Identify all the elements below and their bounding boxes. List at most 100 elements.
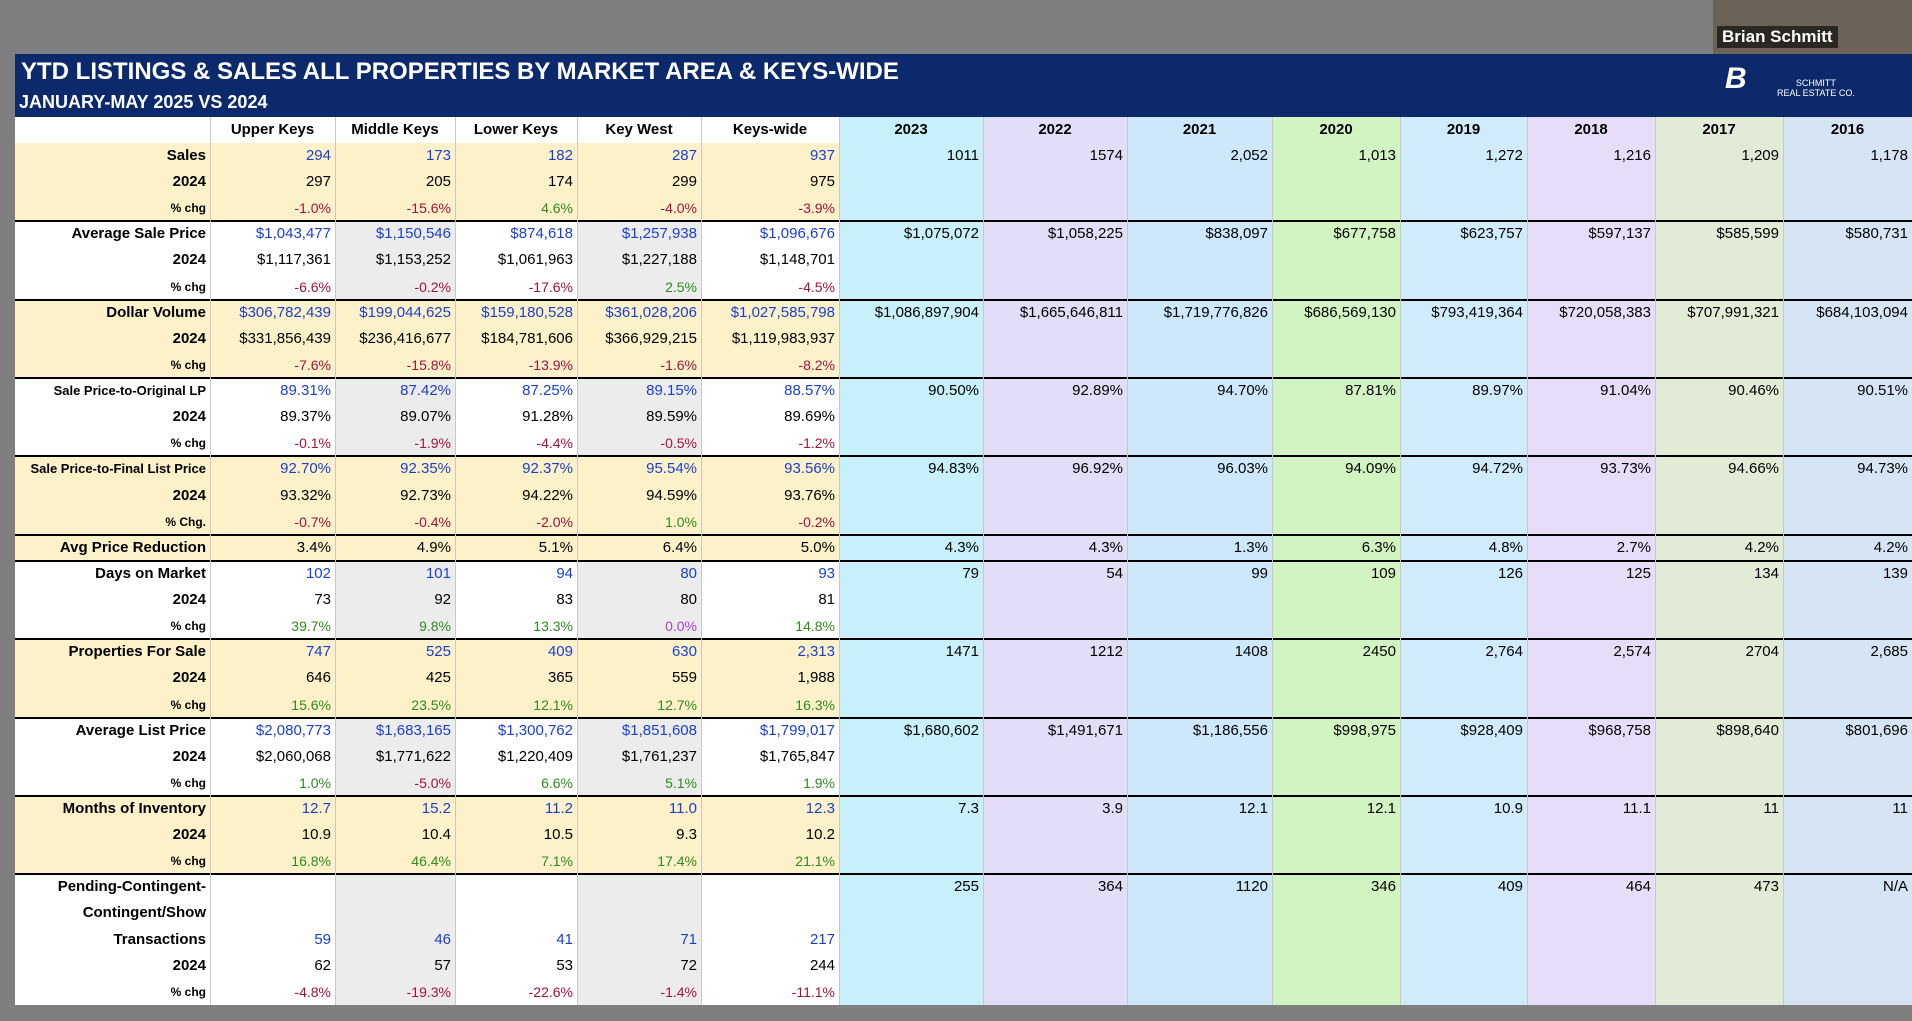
group-bg bbox=[335, 796, 455, 875]
column-divider bbox=[335, 117, 336, 1005]
row-label: Dollar Volume bbox=[106, 303, 206, 321]
history-cell: 109 bbox=[1370, 564, 1396, 582]
history-cell: $1,086,897,904 bbox=[874, 303, 979, 321]
group-bg bbox=[15, 221, 210, 300]
history-cell: 1,216 bbox=[1613, 147, 1651, 164]
history-cell: 4.2% bbox=[1873, 538, 1908, 556]
value-cell: -0.2% bbox=[414, 278, 451, 295]
group-bg bbox=[701, 639, 839, 718]
group-bg bbox=[577, 299, 701, 379]
group-separator bbox=[15, 559, 1912, 562]
group-bg bbox=[15, 639, 210, 718]
value-cell: 205 bbox=[425, 173, 451, 191]
column-header: Key West bbox=[605, 121, 673, 138]
history-cell: 2,052 bbox=[1230, 147, 1268, 164]
value-cell: $1,765,847 bbox=[759, 747, 835, 765]
history-cell: $720,058,383 bbox=[1559, 303, 1651, 321]
group-bg bbox=[15, 796, 210, 875]
value-cell: -6.6% bbox=[294, 278, 331, 295]
value-cell: 92.37% bbox=[522, 460, 573, 478]
group-bg bbox=[210, 378, 335, 457]
value-cell: -3.9% bbox=[798, 200, 835, 217]
value-cell: 10.4 bbox=[421, 826, 451, 844]
value-cell: 92.70% bbox=[280, 460, 331, 478]
group-bg bbox=[335, 534, 455, 561]
value-cell: $1,300,762 bbox=[497, 721, 573, 739]
history-cell: 1471 bbox=[945, 643, 979, 661]
group-bg bbox=[701, 143, 839, 222]
value-cell: 409 bbox=[547, 643, 573, 661]
row-label: 2024 bbox=[172, 747, 206, 765]
group-bg bbox=[335, 639, 455, 718]
group-bg bbox=[210, 299, 335, 379]
row-label: Sale Price-to-Final List Price bbox=[30, 461, 206, 477]
history-cell: $928,409 bbox=[1460, 721, 1523, 739]
value-cell: 91.28% bbox=[522, 408, 573, 426]
value-cell: 17.4% bbox=[657, 853, 697, 870]
history-cell: 7.3 bbox=[958, 800, 979, 817]
value-cell: 1.0% bbox=[665, 513, 697, 530]
value-cell: 93.76% bbox=[784, 486, 835, 504]
value-cell: $2,060,068 bbox=[255, 747, 331, 765]
row-label: % chg bbox=[170, 279, 206, 294]
value-cell: 6.6% bbox=[541, 774, 573, 791]
value-cell: $1,851,608 bbox=[621, 721, 697, 739]
group-bg bbox=[455, 534, 577, 561]
value-cell: 53 bbox=[556, 956, 573, 974]
value-cell: -17.6% bbox=[528, 278, 573, 295]
column-divider bbox=[1127, 117, 1128, 1005]
value-cell: 11.2 bbox=[544, 800, 573, 817]
value-cell: 7.1% bbox=[541, 853, 573, 870]
value-cell: $1,683,165 bbox=[375, 721, 451, 739]
value-cell: 15.6% bbox=[291, 696, 331, 713]
logo-line: SCHMITT bbox=[1795, 78, 1836, 88]
value-cell: 16.3% bbox=[795, 696, 835, 713]
group-separator bbox=[15, 795, 1912, 797]
history-cell: 87.81% bbox=[1345, 382, 1396, 400]
value-cell: 646 bbox=[305, 669, 331, 687]
history-cell: 12.1 bbox=[1366, 800, 1396, 817]
value-cell: 102 bbox=[305, 564, 331, 582]
group-bg bbox=[15, 378, 210, 457]
group-bg bbox=[335, 874, 455, 1005]
history-cell: 96.92% bbox=[1072, 460, 1123, 478]
value-cell: 3.4% bbox=[296, 538, 331, 556]
value-cell: 10.2 bbox=[805, 826, 835, 844]
value-cell: $1,096,676 bbox=[759, 225, 835, 243]
history-cell: 94.83% bbox=[928, 460, 979, 478]
group-bg bbox=[701, 874, 839, 1005]
group-bg bbox=[210, 796, 335, 875]
value-cell: $874,618 bbox=[510, 225, 573, 243]
history-cell: 125 bbox=[1625, 564, 1651, 582]
row-label: % chg bbox=[170, 697, 206, 712]
history-cell: 2450 bbox=[1362, 643, 1396, 661]
row-label: Days on Market bbox=[95, 564, 206, 582]
group-bg bbox=[455, 456, 577, 535]
group-bg bbox=[577, 796, 701, 875]
value-cell: 6.4% bbox=[662, 538, 697, 556]
history-cell: 11.1 bbox=[1622, 800, 1651, 817]
history-cell: 2704 bbox=[1745, 643, 1779, 661]
column-divider bbox=[1783, 117, 1784, 1005]
value-cell: $1,257,938 bbox=[621, 225, 697, 243]
value-cell: $1,799,017 bbox=[759, 721, 835, 739]
history-cell: $597,137 bbox=[1588, 225, 1651, 243]
history-cell: 79 bbox=[962, 564, 979, 582]
group-bg bbox=[577, 560, 701, 640]
value-cell: -0.5% bbox=[660, 435, 697, 452]
value-cell: 174 bbox=[547, 173, 573, 191]
history-cell: 11 bbox=[1763, 800, 1779, 817]
value-cell: -4.0% bbox=[660, 200, 697, 217]
group-bg bbox=[455, 796, 577, 875]
value-cell: -2.0% bbox=[536, 513, 573, 530]
value-cell: 83 bbox=[556, 591, 573, 609]
value-cell: -15.6% bbox=[406, 200, 451, 217]
value-cell: $1,117,361 bbox=[257, 251, 331, 269]
group-bg bbox=[455, 639, 577, 718]
group-bg bbox=[455, 143, 577, 222]
group-bg bbox=[577, 874, 701, 1005]
history-cell: 346 bbox=[1370, 878, 1396, 896]
value-cell: 287 bbox=[671, 147, 697, 164]
value-cell: -1.2% bbox=[798, 435, 835, 452]
history-cell: 4.2% bbox=[1744, 538, 1779, 556]
